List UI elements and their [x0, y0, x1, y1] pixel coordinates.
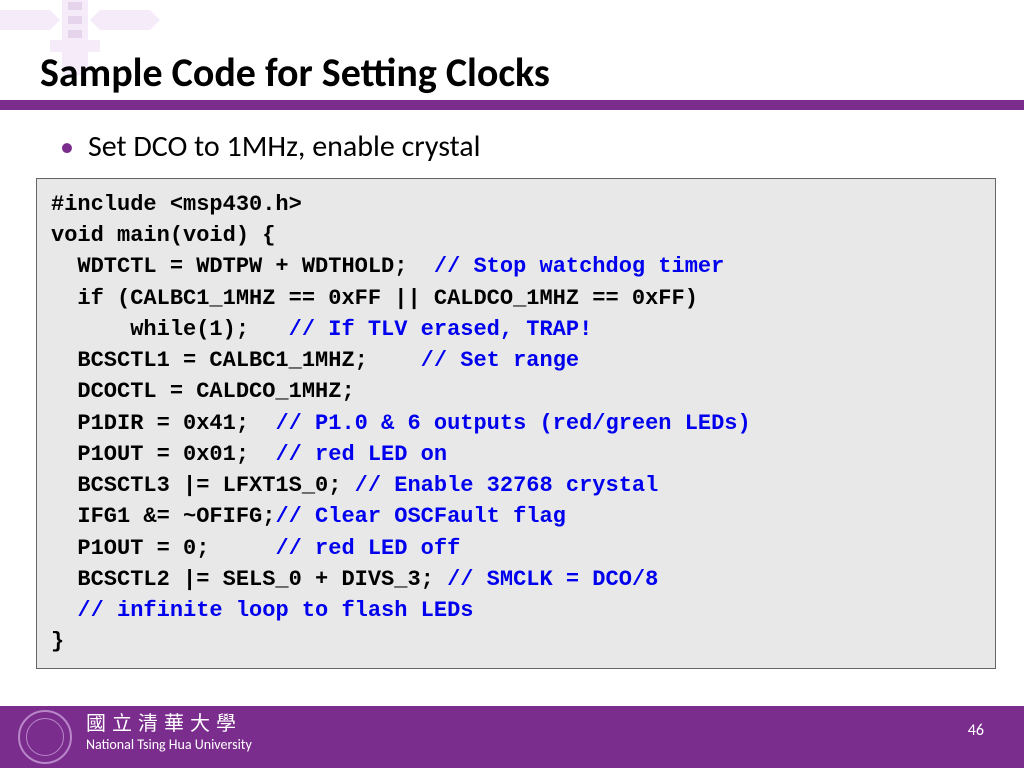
university-seal-icon [18, 710, 72, 764]
code-comment: // red LED off [275, 536, 460, 561]
slide-title: Sample Code for Setting Clocks [40, 48, 550, 97]
code-text [51, 598, 77, 623]
code-comment: // Clear OSCFault flag [275, 504, 565, 529]
bullet-marker: • [60, 133, 74, 161]
code-text: P1OUT = 0; [51, 536, 275, 561]
code-text: WDTCTL = WDTPW + WDTHOLD; [51, 254, 434, 279]
code-text: while(1); [51, 317, 289, 342]
code-text: BCSCTL2 |= SELS_0 + DIVS_3; [51, 567, 447, 592]
code-text: DCOCTL = CALDCO_1MHZ; [51, 379, 355, 404]
footer-text: 國立清華大學 National Tsing Hua University [86, 722, 252, 753]
code-comment: // red LED on [275, 442, 447, 467]
bullet-text: Set DCO to 1MHz, enable crystal [88, 128, 481, 165]
code-comment: // P1.0 & 6 outputs (red/green LEDs) [275, 411, 750, 436]
code-text: P1OUT = 0x01; [51, 442, 275, 467]
university-name-chinese: 國立清華大學 [86, 714, 252, 734]
code-text: P1DIR = 0x41; [51, 411, 275, 436]
content-area: • Set DCO to 1MHz, enable crystal [60, 128, 984, 173]
code-text: IFG1 &= ~OFIFG; [51, 504, 275, 529]
bullet-item: • Set DCO to 1MHz, enable crystal [60, 128, 984, 165]
code-text: BCSCTL3 |= LFXT1S_0; [51, 473, 355, 498]
title-underline [0, 100, 1024, 110]
code-comment: // Set range [421, 348, 579, 373]
code-comment: // SMCLK = DCO/8 [447, 567, 658, 592]
code-comment: // Stop watchdog timer [434, 254, 724, 279]
code-comment: // If TLV erased, TRAP! [289, 317, 593, 342]
code-block: #include <msp430.h> void main(void) { WD… [36, 178, 996, 669]
footer-bar: 國立清華大學 National Tsing Hua University 46 [0, 706, 1024, 768]
code-text: void main(void) { [51, 223, 275, 248]
university-name-english: National Tsing Hua University [86, 736, 252, 753]
code-comment: // Enable 32768 crystal [355, 473, 659, 498]
code-comment: // infinite loop to flash LEDs [77, 598, 473, 623]
code-text: #include <msp430.h> [51, 192, 302, 217]
page-number: 46 [968, 721, 984, 740]
code-text: if (CALBC1_1MHZ == 0xFF || CALDCO_1MHZ =… [51, 286, 698, 311]
code-text: BCSCTL1 = CALBC1_1MHZ; [51, 348, 421, 373]
code-text: } [51, 629, 64, 654]
